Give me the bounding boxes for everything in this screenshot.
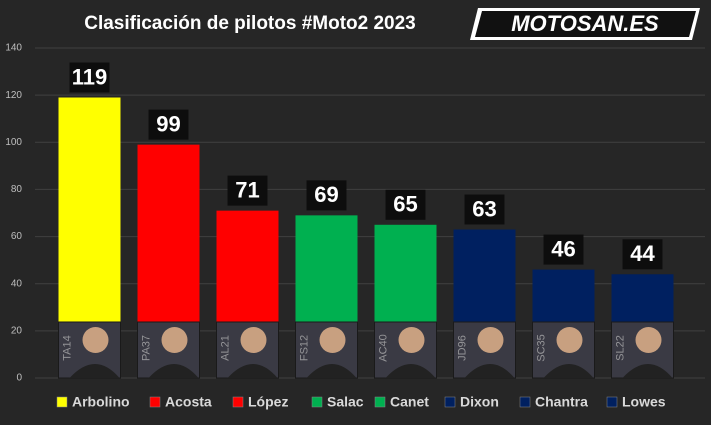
rider-body bbox=[385, 364, 436, 378]
photo-label: PA37 bbox=[140, 335, 152, 361]
logo-inner bbox=[475, 11, 696, 37]
value-label-box bbox=[385, 189, 426, 220]
photo-label: FS12 bbox=[298, 335, 310, 361]
value-label: 71 bbox=[235, 177, 259, 202]
value-label-box bbox=[543, 234, 584, 265]
value-label: 63 bbox=[472, 196, 496, 221]
legend-label: Arbolino bbox=[72, 394, 130, 410]
value-label-box bbox=[227, 175, 268, 206]
rider-head bbox=[477, 327, 504, 353]
legend-swatch bbox=[56, 396, 68, 408]
legend-swatch bbox=[311, 396, 323, 408]
value-label-box bbox=[148, 109, 189, 140]
legend-swatch bbox=[149, 396, 161, 408]
value-label: 44 bbox=[630, 241, 655, 266]
value-label: 46 bbox=[551, 236, 575, 261]
legend-label: Chantra bbox=[535, 394, 588, 410]
y-tick-label: 20 bbox=[11, 325, 23, 336]
value-label: 65 bbox=[393, 192, 417, 217]
rider-body bbox=[464, 364, 515, 378]
rider-head bbox=[240, 327, 267, 353]
y-tick-label: 80 bbox=[11, 184, 23, 195]
photo-label: AL21 bbox=[219, 335, 231, 361]
y-tick-label: 120 bbox=[5, 90, 22, 101]
legend-swatch bbox=[606, 396, 618, 408]
photo-label: TA14 bbox=[61, 335, 73, 360]
legend-label: Dixon bbox=[460, 394, 499, 410]
legend-swatch bbox=[444, 396, 456, 408]
legend-label: Canet bbox=[390, 394, 429, 410]
y-tick-label: 140 bbox=[5, 43, 22, 54]
value-label: 69 bbox=[314, 182, 338, 207]
value-label-box bbox=[622, 239, 663, 270]
rider-head bbox=[82, 327, 109, 353]
logo: MOTOSAN.ES bbox=[511, 11, 659, 36]
value-label-box bbox=[464, 194, 505, 225]
y-tick-label: 0 bbox=[16, 373, 22, 384]
rider-body bbox=[69, 364, 120, 378]
legend-label: López bbox=[248, 394, 288, 410]
rider-body bbox=[543, 364, 594, 378]
photo-label: JD96 bbox=[456, 335, 468, 361]
rider-head bbox=[398, 327, 425, 353]
chart-title: Clasificación de pilotos #Moto2 2023 bbox=[84, 13, 416, 34]
y-tick-label: 40 bbox=[11, 278, 23, 289]
value-label: 119 bbox=[72, 64, 108, 89]
value-label-box bbox=[306, 180, 347, 211]
rider-body bbox=[622, 364, 673, 378]
y-tick-label: 60 bbox=[11, 231, 23, 242]
legend-swatch bbox=[374, 396, 386, 408]
rider-body bbox=[227, 364, 278, 378]
legend-label: Lowes bbox=[622, 394, 666, 410]
legend-label: Acosta bbox=[165, 394, 212, 410]
value-label-box bbox=[69, 62, 110, 93]
legend-swatch bbox=[232, 396, 244, 408]
rider-body bbox=[306, 364, 357, 378]
legend-label: Salac bbox=[327, 394, 364, 410]
rider-body bbox=[148, 364, 199, 378]
legend-swatch bbox=[519, 396, 531, 408]
photo-label: AC40 bbox=[377, 334, 389, 362]
y-tick-label: 100 bbox=[5, 137, 22, 148]
rider-head bbox=[161, 327, 188, 353]
rider-head bbox=[556, 327, 583, 353]
rider-head bbox=[319, 327, 346, 353]
value-label: 99 bbox=[156, 111, 180, 136]
rider-head bbox=[635, 327, 662, 353]
photo-label: SC35 bbox=[535, 334, 547, 362]
photo-label: SL22 bbox=[614, 335, 626, 361]
